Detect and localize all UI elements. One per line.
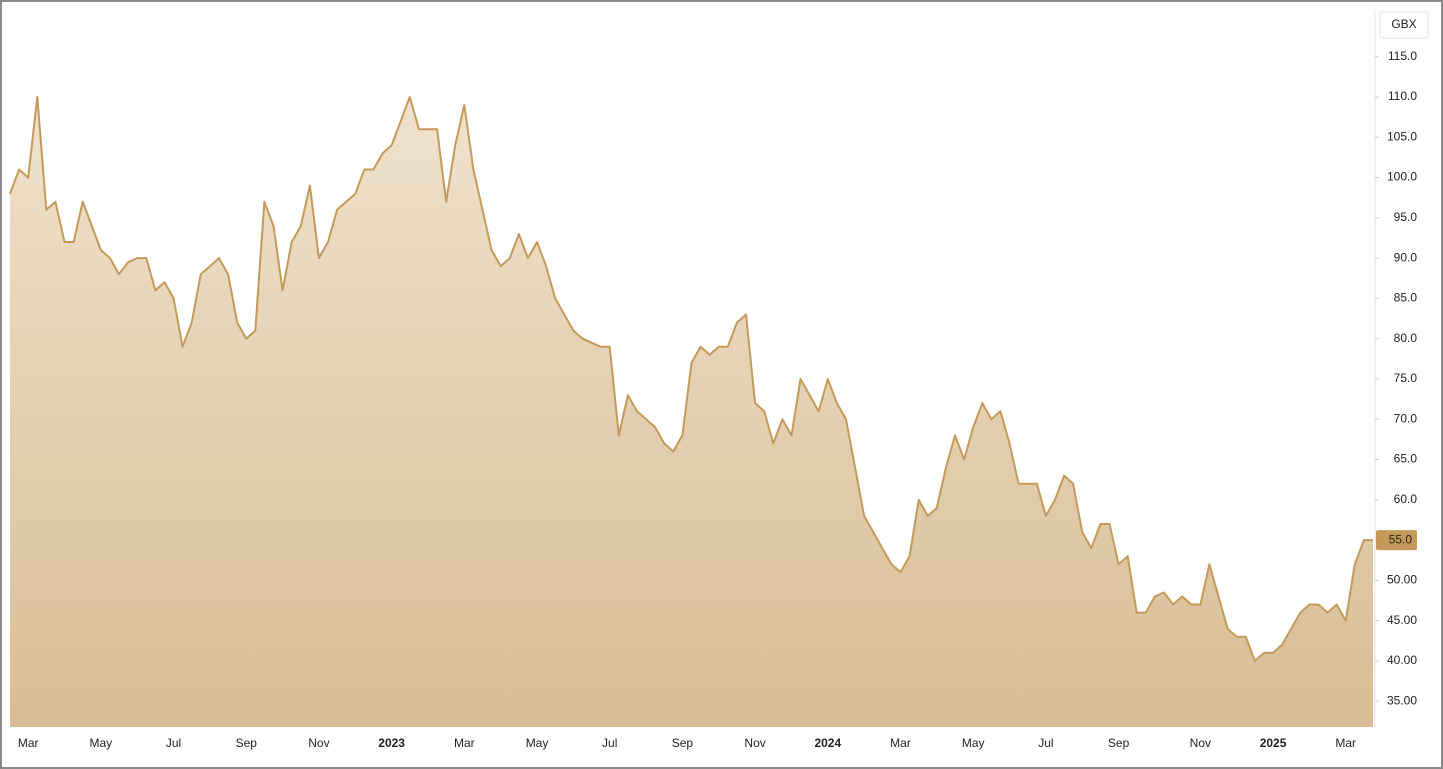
x-tick-label: Jul bbox=[1038, 736, 1053, 750]
y-tick-label: 80.0 bbox=[1394, 331, 1418, 345]
x-tick-label: Sep bbox=[672, 736, 694, 750]
y-tick-label: 45.00 bbox=[1387, 613, 1417, 627]
unit-box bbox=[1379, 11, 1429, 39]
x-tick-label: 2023 bbox=[378, 736, 405, 750]
y-tick-label: 90.0 bbox=[1394, 250, 1418, 264]
x-tick-label: Nov bbox=[744, 736, 765, 750]
y-tick-label: 85.0 bbox=[1394, 291, 1418, 305]
x-tick-label: Nov bbox=[308, 736, 329, 750]
last-price-tag bbox=[1376, 530, 1417, 551]
x-tick-label: Nov bbox=[1190, 736, 1211, 750]
y-tick-label: 65.0 bbox=[1394, 452, 1418, 466]
y-tick-label: 35.00 bbox=[1387, 693, 1417, 707]
x-tick-label: May bbox=[962, 736, 985, 750]
y-tick-label: 70.0 bbox=[1394, 411, 1418, 425]
y-tick-label: 95.0 bbox=[1394, 210, 1418, 224]
x-tick-label: Mar bbox=[454, 736, 475, 750]
y-tick-label: 75.0 bbox=[1394, 371, 1418, 385]
y-tick-label: 105.0 bbox=[1387, 129, 1417, 143]
x-tick-label: Jul bbox=[602, 736, 617, 750]
y-tick-label: 60.0 bbox=[1394, 492, 1418, 506]
x-tick-label: Sep bbox=[236, 736, 258, 750]
last-price-label: 55.0 bbox=[1389, 532, 1413, 546]
x-tick-label: Mar bbox=[18, 736, 39, 750]
y-tick-label: 115.0 bbox=[1388, 49, 1417, 63]
x-tick-label: May bbox=[90, 736, 113, 750]
y-tick-label: 40.00 bbox=[1387, 653, 1417, 667]
area-fill bbox=[10, 97, 1373, 727]
x-tick-label: 2024 bbox=[814, 736, 841, 750]
y-unit: GBX bbox=[1391, 17, 1416, 31]
x-tick-label: Mar bbox=[1335, 736, 1356, 750]
x-tick-label: Mar bbox=[890, 736, 911, 750]
x-tick-label: 2025 bbox=[1260, 736, 1287, 750]
x-tick-label: Sep bbox=[1108, 736, 1130, 750]
y-tick-label: 100.0 bbox=[1387, 170, 1417, 184]
x-tick-label: May bbox=[526, 736, 549, 750]
y-tick-label: 50.00 bbox=[1387, 573, 1417, 587]
y-tick-label: 110.0 bbox=[1388, 89, 1417, 103]
price-line bbox=[9, 96, 1373, 662]
x-tick-label: Jul bbox=[166, 736, 181, 750]
